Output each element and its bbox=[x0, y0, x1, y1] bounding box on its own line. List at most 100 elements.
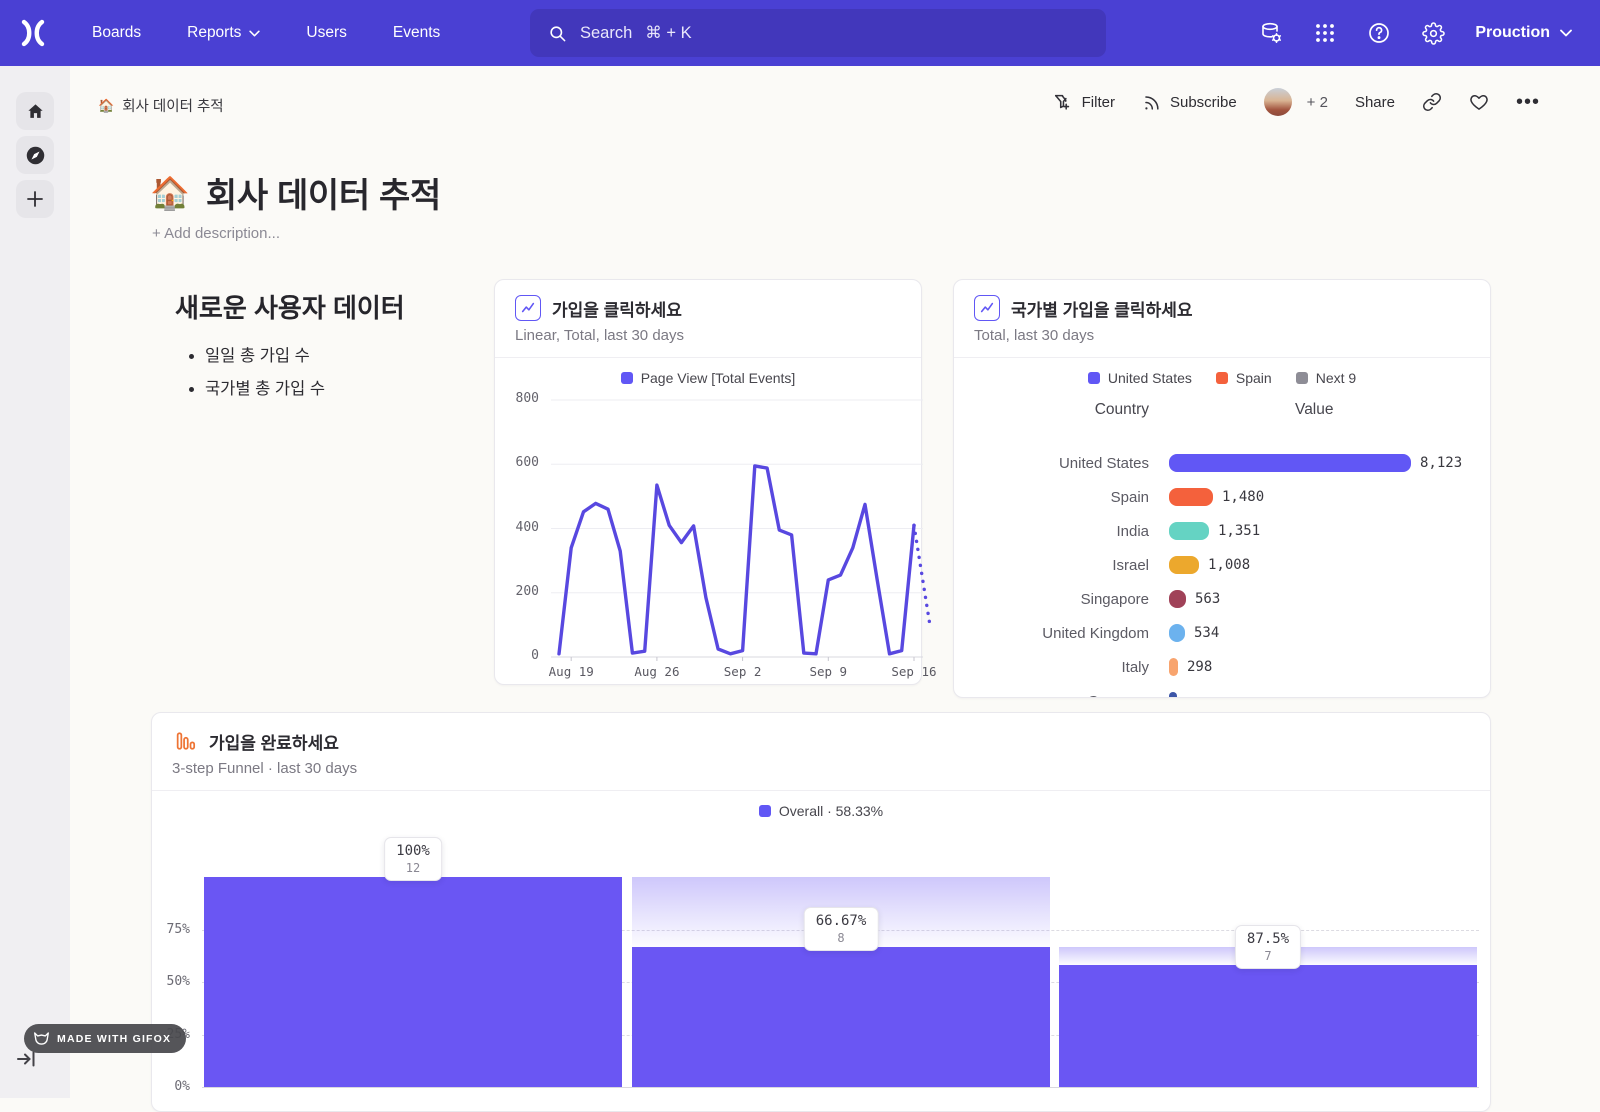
country-value: 534 bbox=[1194, 625, 1220, 641]
nav-item-users[interactable]: Users bbox=[306, 24, 346, 42]
help-button[interactable] bbox=[1367, 21, 1391, 45]
text-tile-bullets: 일일 총 가입 수 국가별 총 가입 수 bbox=[205, 342, 325, 408]
funnel-label-chip: 87.5% 7 bbox=[1234, 924, 1302, 969]
y-tick-label: 400 bbox=[515, 519, 539, 535]
table-row: United States 8,123 bbox=[954, 446, 1490, 480]
legend-label: Page View [Total Events] bbox=[640, 370, 796, 386]
mixpanel-logo-icon[interactable] bbox=[18, 18, 48, 48]
country-bar[interactable] bbox=[1169, 590, 1186, 608]
x-tick-label: Aug 19 bbox=[548, 664, 594, 679]
country-label: United Kingdom bbox=[1042, 624, 1149, 642]
board-emoji-small: 🏠 bbox=[98, 97, 115, 113]
subscribe-button[interactable]: Subscribe bbox=[1142, 93, 1237, 112]
settings-button[interactable] bbox=[1421, 21, 1445, 45]
card-title[interactable]: 국가별 가입을 클릭하세요 bbox=[1011, 300, 1193, 320]
country-bar[interactable] bbox=[1169, 454, 1411, 472]
country-bar[interactable] bbox=[1169, 658, 1178, 676]
home-icon bbox=[27, 103, 43, 118]
compass-icon bbox=[26, 146, 44, 164]
search-input[interactable]: Search ⌘ + K bbox=[530, 9, 1106, 57]
country-value: 1,351 bbox=[1218, 523, 1261, 539]
card-title[interactable]: 가입을 완료하세요 bbox=[209, 733, 339, 753]
search-icon bbox=[550, 25, 566, 41]
card-title[interactable]: 가입을 클릭하세요 bbox=[552, 300, 682, 320]
text-tile-heading: 새로운 사용자 데이터 bbox=[175, 293, 405, 323]
line-chart-svg[interactable] bbox=[551, 380, 935, 664]
card-subtitle: Total, last 30 days bbox=[974, 327, 1095, 344]
nav-item-label: Reports bbox=[187, 24, 242, 41]
country-value: 298 bbox=[1187, 659, 1213, 675]
gifox-watermark: MADE WITH GIFOX bbox=[24, 1024, 187, 1053]
funnel-count: 7 bbox=[1264, 948, 1272, 963]
heart-icon bbox=[1470, 95, 1488, 110]
add-description-button[interactable]: + Add description... bbox=[152, 225, 280, 242]
data-management-button[interactable] bbox=[1259, 21, 1283, 45]
discover-button[interactable] bbox=[16, 136, 54, 174]
country-bar[interactable] bbox=[1169, 522, 1209, 540]
apps-grid-button[interactable] bbox=[1313, 21, 1337, 45]
funnel-bar[interactable] bbox=[632, 947, 1050, 1087]
country-rows: United States 8,123 Spain 1,480 India 1,351 Is… bbox=[954, 446, 1490, 698]
breadcrumb[interactable]: 🏠 회사 데이터 추적 bbox=[98, 95, 224, 116]
filter-button[interactable]: Filter bbox=[1053, 92, 1115, 112]
legend-item-overall[interactable]: Overall · 58.33% bbox=[758, 803, 884, 819]
arrow-to-bar-icon bbox=[17, 1051, 35, 1067]
board-actions: Filter Subscribe + 2 Share ••• bbox=[1053, 88, 1540, 116]
nav-item-reports[interactable]: Reports bbox=[187, 24, 261, 42]
legend-item[interactable]: Page View [Total Events] bbox=[620, 370, 796, 386]
country-label: India bbox=[1116, 522, 1149, 540]
legend-item-next9[interactable]: Next 9 bbox=[1295, 370, 1356, 386]
country-bar[interactable] bbox=[1169, 488, 1213, 506]
home-button[interactable] bbox=[16, 92, 54, 130]
chart-legend: United States Spain Next 9 bbox=[954, 370, 1490, 386]
nav-item-events[interactable]: Events bbox=[393, 24, 440, 42]
country-bar[interactable] bbox=[1169, 692, 1177, 697]
funnel-bar[interactable] bbox=[204, 877, 622, 1087]
legend-label: Spain bbox=[1235, 370, 1272, 386]
create-board-button[interactable] bbox=[16, 180, 54, 218]
x-axis-line bbox=[202, 1087, 1479, 1088]
favorite-button[interactable] bbox=[1469, 92, 1489, 112]
country-value: 8,123 bbox=[1420, 455, 1463, 471]
country-bar[interactable] bbox=[1169, 556, 1199, 574]
bullet-item: 국가별 총 가입 수 bbox=[205, 375, 325, 399]
grid-icon bbox=[1316, 24, 1335, 42]
gifox-label: MADE WITH GIFOX bbox=[57, 1032, 172, 1045]
country-label: Germany bbox=[954, 693, 1149, 698]
avatar[interactable] bbox=[1263, 88, 1292, 116]
environment-switcher[interactable]: Prouction bbox=[1475, 24, 1572, 42]
country-value: 1,480 bbox=[1222, 489, 1265, 505]
nav-item-boards[interactable]: Boards bbox=[92, 24, 141, 42]
board-members[interactable]: + 2 bbox=[1263, 88, 1328, 116]
left-rail bbox=[0, 66, 70, 1098]
collapse-sidebar-button[interactable] bbox=[16, 1048, 38, 1070]
legend-label: Overall · 58.33% bbox=[778, 803, 884, 819]
country-label: Italy bbox=[1121, 658, 1149, 676]
country-bar[interactable] bbox=[1169, 624, 1185, 642]
page-title: 회사 데이터 추적 bbox=[205, 177, 441, 215]
funnel-label-chip: 66.67% 8 bbox=[803, 907, 879, 951]
country-label: United States bbox=[1058, 454, 1149, 472]
funnel-pct: 87.5% bbox=[1246, 930, 1290, 947]
funnel-count: 8 bbox=[837, 931, 845, 945]
plus-icon bbox=[27, 191, 43, 207]
filter-label: Filter bbox=[1081, 93, 1115, 111]
search-shortcut: ⌘ + K bbox=[645, 24, 692, 42]
country-label: Singapore bbox=[1080, 590, 1149, 608]
legend-item-spain[interactable]: Spain bbox=[1215, 370, 1272, 386]
funnel-bar[interactable] bbox=[1059, 964, 1477, 1087]
subscribe-label: Subscribe bbox=[1169, 93, 1237, 111]
card-header: 가입을 완료하세요 bbox=[172, 728, 339, 754]
card-subtitle: Linear, Total, last 30 days bbox=[515, 327, 684, 344]
board-title[interactable]: 🏠 회사 데이터 추적 bbox=[150, 168, 441, 217]
share-button[interactable]: Share bbox=[1355, 94, 1395, 111]
search-placeholder: Search bbox=[580, 23, 633, 42]
gear-icon bbox=[1422, 21, 1445, 45]
y-tick-label: 50% bbox=[166, 974, 190, 989]
breadcrumb-label: 회사 데이터 추적 bbox=[122, 99, 224, 115]
more-options-button[interactable]: ••• bbox=[1515, 91, 1540, 113]
table-row: Spain 1,480 bbox=[954, 480, 1490, 514]
legend-item-united-states[interactable]: United States bbox=[1087, 370, 1192, 386]
line-y-labels: 0 200 400 600 800 bbox=[495, 280, 539, 684]
copy-link-button[interactable] bbox=[1422, 92, 1442, 112]
